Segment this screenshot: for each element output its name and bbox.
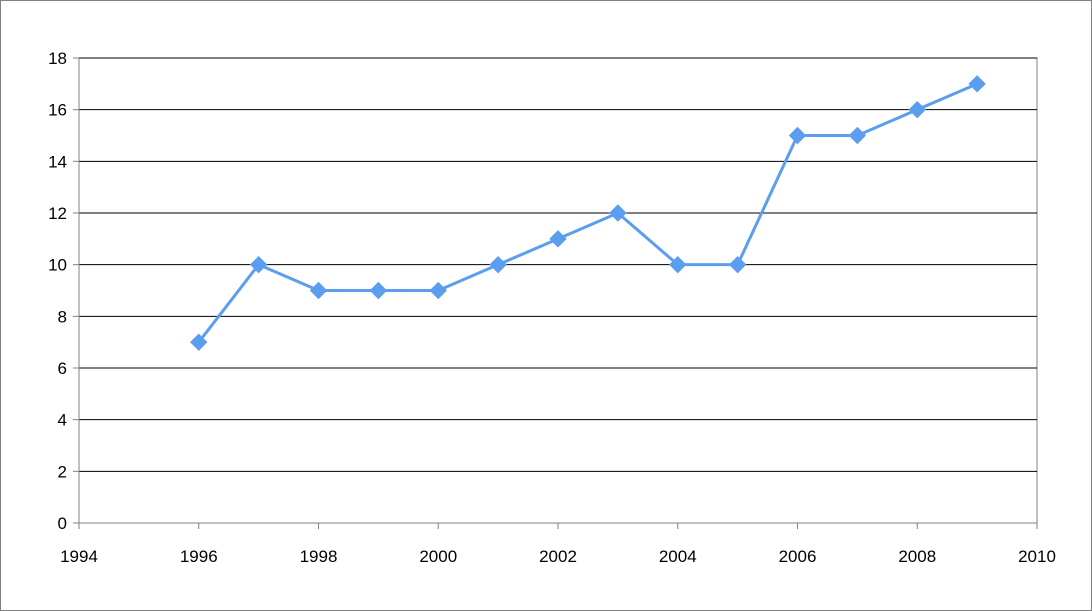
x-tick-label: 2004 — [659, 547, 697, 566]
y-tick-label: 4 — [58, 411, 67, 430]
gridlines — [79, 57, 1037, 472]
y-tick-label: 10 — [48, 256, 67, 275]
x-tick-label: 2002 — [539, 547, 577, 566]
plot-area — [78, 57, 1038, 524]
y-tick-label: 18 — [48, 49, 67, 68]
x-tick-label: 1996 — [180, 547, 218, 566]
data-point-2008 — [908, 100, 926, 119]
y-tick-label: 6 — [58, 359, 67, 378]
y-axis-ticks: 0 2 4 6 8 10 12 14 16 18 — [48, 49, 79, 533]
x-tick-label: 2010 — [1018, 547, 1056, 566]
data-point-2001 — [489, 255, 507, 274]
y-tick-label: 0 — [58, 514, 67, 533]
data-series — [190, 75, 986, 351]
data-point-1996 — [190, 333, 208, 351]
data-point-2000 — [429, 281, 447, 300]
x-tick-label: 2000 — [419, 547, 457, 566]
x-tick-label: 2006 — [779, 547, 817, 566]
y-tick-label: 2 — [58, 462, 67, 481]
data-point-1997 — [249, 255, 268, 274]
data-point-2005 — [728, 255, 747, 274]
series-line — [197, 82, 978, 344]
data-point-2007 — [848, 126, 867, 145]
data-point-1999 — [369, 281, 388, 300]
x-axis-ticks: 1994 1996 1998 2000 2002 2004 2006 2008 2010 — [60, 523, 1056, 566]
data-point-2004 — [669, 255, 687, 274]
y-tick-label: 14 — [48, 152, 67, 171]
data-point-1998 — [309, 281, 328, 300]
y-tick-label: 8 — [58, 307, 67, 326]
x-tick-label: 1994 — [60, 547, 98, 566]
y-tick-label: 12 — [48, 204, 67, 223]
x-tick-label: 1998 — [300, 547, 338, 566]
x-tick-label: 2008 — [898, 547, 936, 566]
y-tick-label: 16 — [48, 101, 67, 120]
data-point-2003 — [609, 204, 627, 222]
data-point-2009 — [968, 75, 986, 93]
data-point-2006 — [788, 126, 807, 145]
data-point-2002 — [549, 230, 567, 248]
